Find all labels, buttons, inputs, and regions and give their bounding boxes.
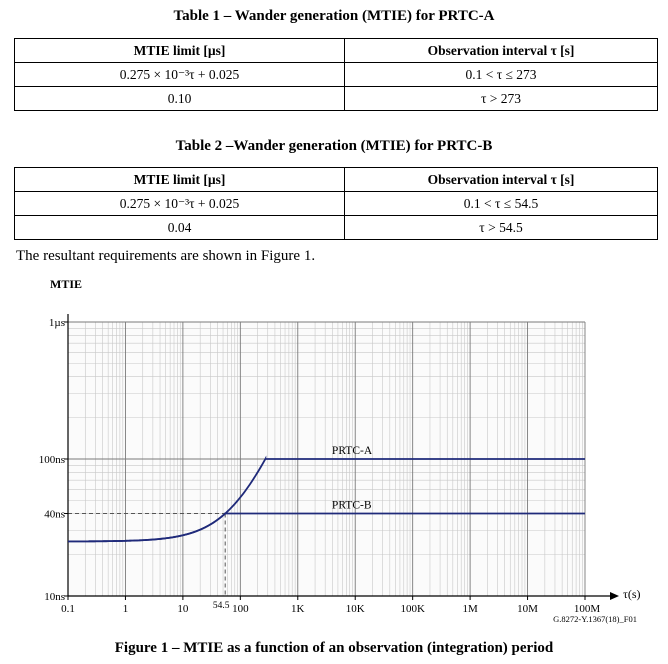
table-row: 0.10 τ > 273 xyxy=(14,86,658,111)
y-axis-title: MTIE xyxy=(50,277,82,291)
table1-caption: Table 1 – Wander generation (MTIE) for P… xyxy=(173,8,495,24)
x-tick-label: 1 xyxy=(123,603,129,615)
x-axis-title: τ(s) xyxy=(623,587,640,601)
table2-caption: Table 2 –Wander generation (MTIE) for PR… xyxy=(175,138,493,154)
series xyxy=(67,455,585,543)
x-tick-label: 1M xyxy=(462,603,478,615)
table2-cell: τ > 54.5 xyxy=(344,215,658,240)
y-tick-label: 10ns xyxy=(44,591,65,603)
y-tick-label: 1µs xyxy=(49,317,65,329)
table1-header-interval: Observation interval τ [s] xyxy=(344,38,658,63)
table2-cell: 0.275 × 10⁻³τ + 0.025 xyxy=(14,191,345,216)
table2-header-interval: Observation interval τ [s] xyxy=(344,167,658,192)
x-axis-arrow-icon xyxy=(610,592,619,600)
x-tick-label: 100K xyxy=(400,603,425,615)
table-row: 0.275 × 10⁻³τ + 0.025 0.1 < τ ≤ 273 xyxy=(14,62,658,87)
y-tick-label: 40ns xyxy=(44,509,65,521)
x-tick-label: 10M xyxy=(517,603,538,615)
table1-cell: 0.1 < τ ≤ 273 xyxy=(344,62,658,87)
series-prtc-b-line xyxy=(67,512,585,543)
table1-header-limit: MTIE limit [µs] xyxy=(14,38,345,63)
table2-cell: 0.04 xyxy=(14,215,345,240)
series-label-prtc-b: PRTC-B xyxy=(332,500,372,512)
axes xyxy=(64,314,619,600)
table1: MTIE limit [µs] Observation interval τ [… xyxy=(14,38,658,111)
table2-cell: 0.1 < τ ≤ 54.5 xyxy=(344,191,658,216)
body-paragraph: The resultant requirements are shown in … xyxy=(16,248,316,264)
x-tick-label: 100 xyxy=(232,603,249,615)
marker-label: 54.5 xyxy=(213,601,230,611)
series-label-prtc-a: PRTC-A xyxy=(332,445,373,457)
reference-lines xyxy=(68,513,226,596)
figure-code: G.8272-Y.1367(18)_F01 xyxy=(553,614,637,624)
table2: MTIE limit [µs] Observation interval τ [… xyxy=(14,167,658,240)
table1-cell: 0.10 xyxy=(14,86,345,111)
x-tick-label: 0.1 xyxy=(61,603,75,615)
table2-header-limit: MTIE limit [µs] xyxy=(14,167,345,192)
table1-cell: 0.275 × 10⁻³τ + 0.025 xyxy=(14,62,345,87)
figure-title: Figure 1 – MTIE as a function of an obse… xyxy=(114,640,554,656)
x-tick-label: 10 xyxy=(177,603,189,615)
table-row: 0.04 τ > 54.5 xyxy=(14,215,658,240)
y-tick-label: 100ns xyxy=(39,454,65,466)
x-tick-label: 10K xyxy=(346,603,365,615)
table1-cell: τ > 273 xyxy=(344,86,658,111)
x-tick-label: 1K xyxy=(291,603,305,615)
table-row: 0.275 × 10⁻³τ + 0.025 0.1 < τ ≤ 54.5 xyxy=(14,191,658,216)
x-tick-label: 100M xyxy=(574,603,601,615)
